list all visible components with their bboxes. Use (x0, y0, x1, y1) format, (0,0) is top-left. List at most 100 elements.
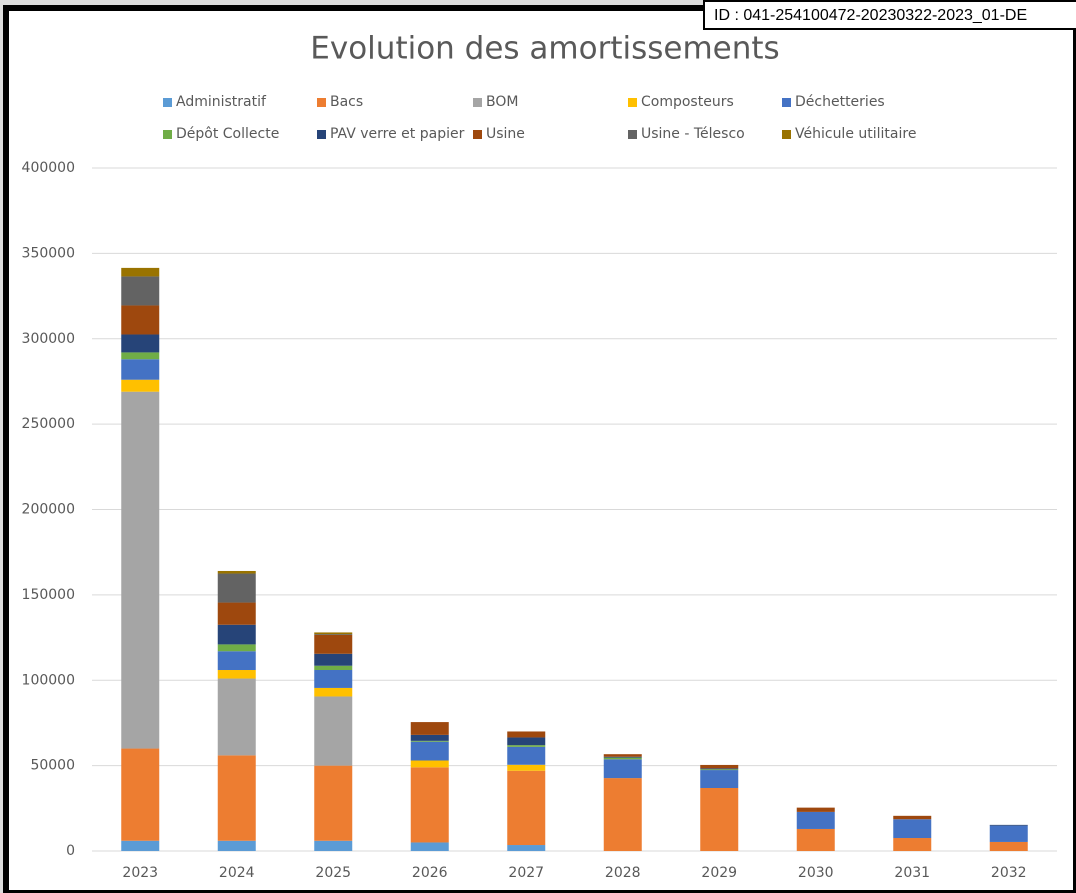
bar-segment (121, 840, 160, 851)
bar-segment (410, 842, 449, 851)
bar-segment (314, 653, 353, 666)
bar-segment (700, 768, 739, 770)
legend-swatch (628, 130, 637, 139)
bar-segment (410, 760, 449, 768)
legend-swatch (317, 130, 326, 139)
legend-label: Véhicule utilitaire (795, 126, 916, 142)
x-tick-label: 2028 (605, 865, 641, 881)
bar-segment (121, 334, 160, 353)
bar-segment (314, 696, 353, 766)
legend-label: Usine - Télesco (641, 126, 745, 142)
bar-segment (217, 573, 256, 603)
legend-swatch (782, 130, 791, 139)
bar-segment (410, 722, 449, 735)
bar-segment (121, 379, 160, 392)
bar-segment (121, 748, 160, 841)
legend-label: Dépôt Collecte (176, 126, 279, 142)
bar-segment (603, 778, 642, 851)
y-tick-label: 400000 (22, 160, 75, 176)
bar-segment (314, 635, 353, 654)
x-tick-label: 2023 (122, 865, 158, 881)
bar-segment (217, 602, 256, 625)
bar-segment (217, 624, 256, 645)
legend-label: Administratif (176, 94, 267, 110)
stamp: ID : 041-254100472-20230322-2023_01-DE (714, 7, 1027, 24)
bar-segment (217, 755, 256, 841)
bar-segment (314, 840, 353, 851)
legend-swatch (163, 130, 172, 139)
bar-segment (121, 267, 160, 277)
bar-segment (700, 769, 739, 771)
legend-label: Bacs (330, 94, 363, 110)
y-tick-label: 200000 (22, 502, 75, 518)
legend-label: Composteurs (641, 94, 734, 110)
x-tick-label: 2024 (219, 865, 255, 881)
bar-segment (893, 838, 932, 851)
y-tick-label: 50000 (30, 758, 75, 774)
legend-label: Usine (486, 126, 525, 142)
y-tick-label: 300000 (22, 331, 75, 347)
bar-segment (796, 811, 835, 829)
x-tick-label: 2032 (991, 865, 1027, 881)
bar-segment (989, 825, 1028, 842)
bar-segment (700, 770, 739, 788)
bar-segment (796, 807, 835, 812)
legend-swatch (782, 98, 791, 107)
legend-swatch (473, 98, 482, 107)
bar-segment (603, 759, 642, 779)
chart-title: Evolution des amortissements (310, 31, 779, 67)
x-tick-label: 2025 (315, 865, 351, 881)
bar-segment (121, 305, 160, 335)
x-tick-label: 2029 (701, 865, 737, 881)
bar-segment (507, 770, 546, 846)
bar-segment (700, 787, 739, 851)
legend-label: Déchetteries (795, 94, 885, 110)
bar-segment (217, 670, 256, 679)
bar-segment (314, 632, 353, 635)
legend-label: PAV verre et papier (330, 126, 465, 142)
bar-segment (314, 634, 353, 636)
bar-segment (507, 731, 546, 738)
bar-segment (217, 840, 256, 851)
bar-segment (121, 276, 160, 306)
y-tick-label: 350000 (22, 245, 75, 261)
bar-segment (121, 359, 160, 380)
bar-segment (507, 745, 546, 747)
bar-segment (989, 841, 1028, 851)
bar-segment (507, 764, 546, 771)
bar-segment (410, 767, 449, 843)
bar-segment (603, 756, 642, 758)
bar-segment (989, 824, 1028, 826)
legend-swatch (473, 130, 482, 139)
bar-segment (314, 670, 353, 688)
x-tick-label: 2026 (412, 865, 448, 881)
bar-segment (603, 757, 642, 760)
legend-swatch (317, 98, 326, 107)
bar-segment (121, 391, 160, 749)
bar-segment (507, 746, 546, 765)
bar-segment (217, 644, 256, 652)
bar-segment (507, 737, 546, 746)
x-tick-label: 2027 (508, 865, 544, 881)
bar-segment (410, 734, 449, 741)
stamp-box (703, 0, 1076, 30)
bar-segment (314, 665, 353, 671)
bar-segment (410, 740, 449, 742)
x-tick-label: 2030 (798, 865, 834, 881)
legend-swatch (628, 98, 637, 107)
y-tick-label: 100000 (22, 672, 75, 688)
bar-segment (314, 765, 353, 841)
bar-segment (217, 678, 256, 756)
bar-segment (893, 819, 932, 839)
bar-segment (410, 741, 449, 761)
legend-label: BOM (486, 94, 518, 110)
y-tick-label: 0 (66, 843, 75, 859)
bar-segment (217, 651, 256, 671)
bar-segment (893, 815, 932, 820)
legend-swatch (163, 98, 172, 107)
y-tick-label: 250000 (22, 416, 75, 432)
bar-segment (507, 845, 546, 851)
bar-segment (700, 764, 739, 769)
